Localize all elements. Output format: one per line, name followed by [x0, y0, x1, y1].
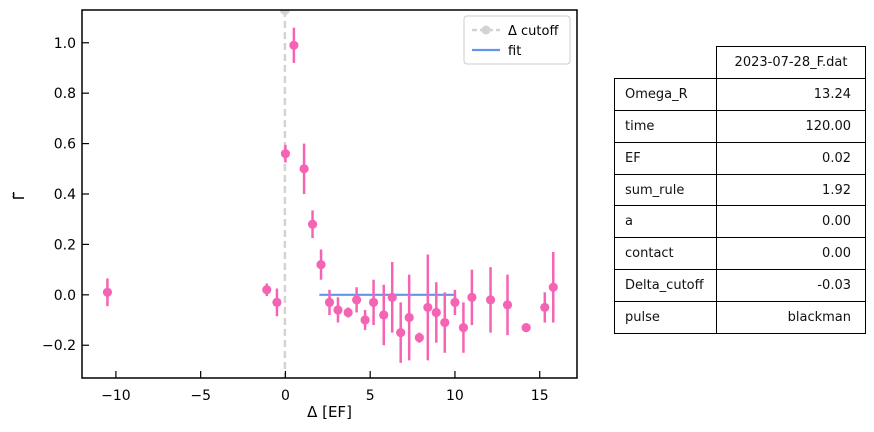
cutoff-marker [279, 10, 290, 15]
param-value: 0.00 [716, 237, 866, 271]
param-name: Delta_cutoff [614, 269, 717, 303]
table-corner-cell [615, 47, 717, 79]
param-name: pulse [614, 301, 717, 335]
table-header-filename: 2023-07-28_F.dat [716, 46, 866, 79]
table-row: contact 0.00 [614, 237, 866, 271]
data-point [280, 149, 291, 159]
param-value: 0.00 [716, 205, 866, 239]
data-point [485, 295, 496, 305]
data-point [307, 219, 318, 229]
param-value: blackman [716, 301, 866, 335]
scatter-chart: −10 −5 0 5 10 15 −0.2 0.0 0.2 0.4 0.6 0.8 1.0 Δ cuto… [10, 9, 578, 421]
data-point [458, 322, 469, 333]
data-point [316, 259, 326, 270]
y-tick-label: 0.8 [54, 86, 76, 102]
data-point [324, 297, 335, 307]
legend: Δ cutoff fit [463, 15, 571, 65]
data-point [423, 302, 433, 313]
data-point [299, 164, 309, 174]
x-tick-label: −10 [101, 388, 131, 404]
param-value: -0.03 [716, 269, 866, 303]
data-point [540, 302, 550, 313]
y-tick-label: 0.4 [54, 187, 76, 203]
y-tick-label: −0.2 [42, 338, 76, 354]
data-point [467, 292, 477, 302]
param-name: contact [614, 237, 717, 271]
param-name: a [614, 205, 717, 239]
param-value: 1.92 [716, 173, 866, 207]
table-row: Omega_R 13.24 [614, 77, 866, 111]
axes-ticks: −10 −5 0 5 10 15 −0.2 0.0 0.2 0.4 0.6 0.8 1.0 [42, 36, 549, 404]
data-point [352, 295, 362, 305]
table-row: pulse blackman [614, 301, 866, 335]
legend-cutoff-marker [481, 25, 491, 35]
plot-frame [81, 9, 578, 379]
data-point [502, 300, 513, 310]
parameter-table: 2023-07-28_F.dat Omega_R 13.24 time 120.00… [614, 46, 866, 335]
data-point [396, 328, 406, 338]
param-value: 0.02 [716, 141, 866, 175]
y-tick-label: 0.0 [54, 288, 76, 304]
param-value: 120.00 [716, 109, 866, 143]
y-tick-label: 0.2 [54, 237, 76, 253]
data-point [521, 322, 531, 333]
table-row: time 120.00 [614, 109, 866, 143]
data-point [450, 297, 460, 307]
x-tick-label: 0 [281, 388, 290, 404]
plot-content [102, 10, 558, 378]
x-tick-label: −5 [190, 388, 211, 404]
y-tick-label: 0.6 [54, 137, 76, 153]
x-tick-label: 5 [366, 388, 375, 404]
data-point [333, 305, 343, 315]
data-point [262, 285, 272, 295]
data-point [404, 312, 414, 323]
param-value: 13.24 [716, 77, 866, 111]
x-tick-label: 10 [446, 388, 464, 404]
param-name: EF [614, 141, 717, 175]
x-tick-label: 15 [531, 388, 549, 404]
legend-box [463, 15, 571, 65]
legend-label: Δ cutoff [508, 24, 559, 39]
x-axis-label: Δ [EF] [307, 403, 352, 421]
y-axis-label: Γ̃ [10, 191, 28, 200]
data-point [343, 307, 353, 318]
y-tick-label: 1.0 [54, 36, 76, 52]
param-name: sum_rule [614, 173, 717, 207]
data-point [360, 315, 370, 325]
table-row: sum_rule 1.92 [614, 173, 866, 207]
table-header-row: 2023-07-28_F.dat [615, 46, 866, 79]
data-point [548, 282, 558, 292]
data-point [440, 317, 450, 328]
data-point [387, 292, 397, 302]
table-row: Delta_cutoff -0.03 [614, 269, 866, 303]
table-row: EF 0.02 [614, 141, 866, 175]
data-point [102, 287, 113, 297]
data-point [414, 333, 424, 343]
param-name: Omega_R [614, 77, 717, 111]
param-name: time [614, 109, 717, 143]
data-point [368, 297, 379, 307]
data-point [379, 310, 389, 320]
legend-label: fit [508, 44, 521, 59]
data-point [431, 307, 441, 318]
data-point [272, 297, 282, 307]
data-point [289, 40, 299, 50]
table-row: a 0.00 [614, 205, 866, 239]
